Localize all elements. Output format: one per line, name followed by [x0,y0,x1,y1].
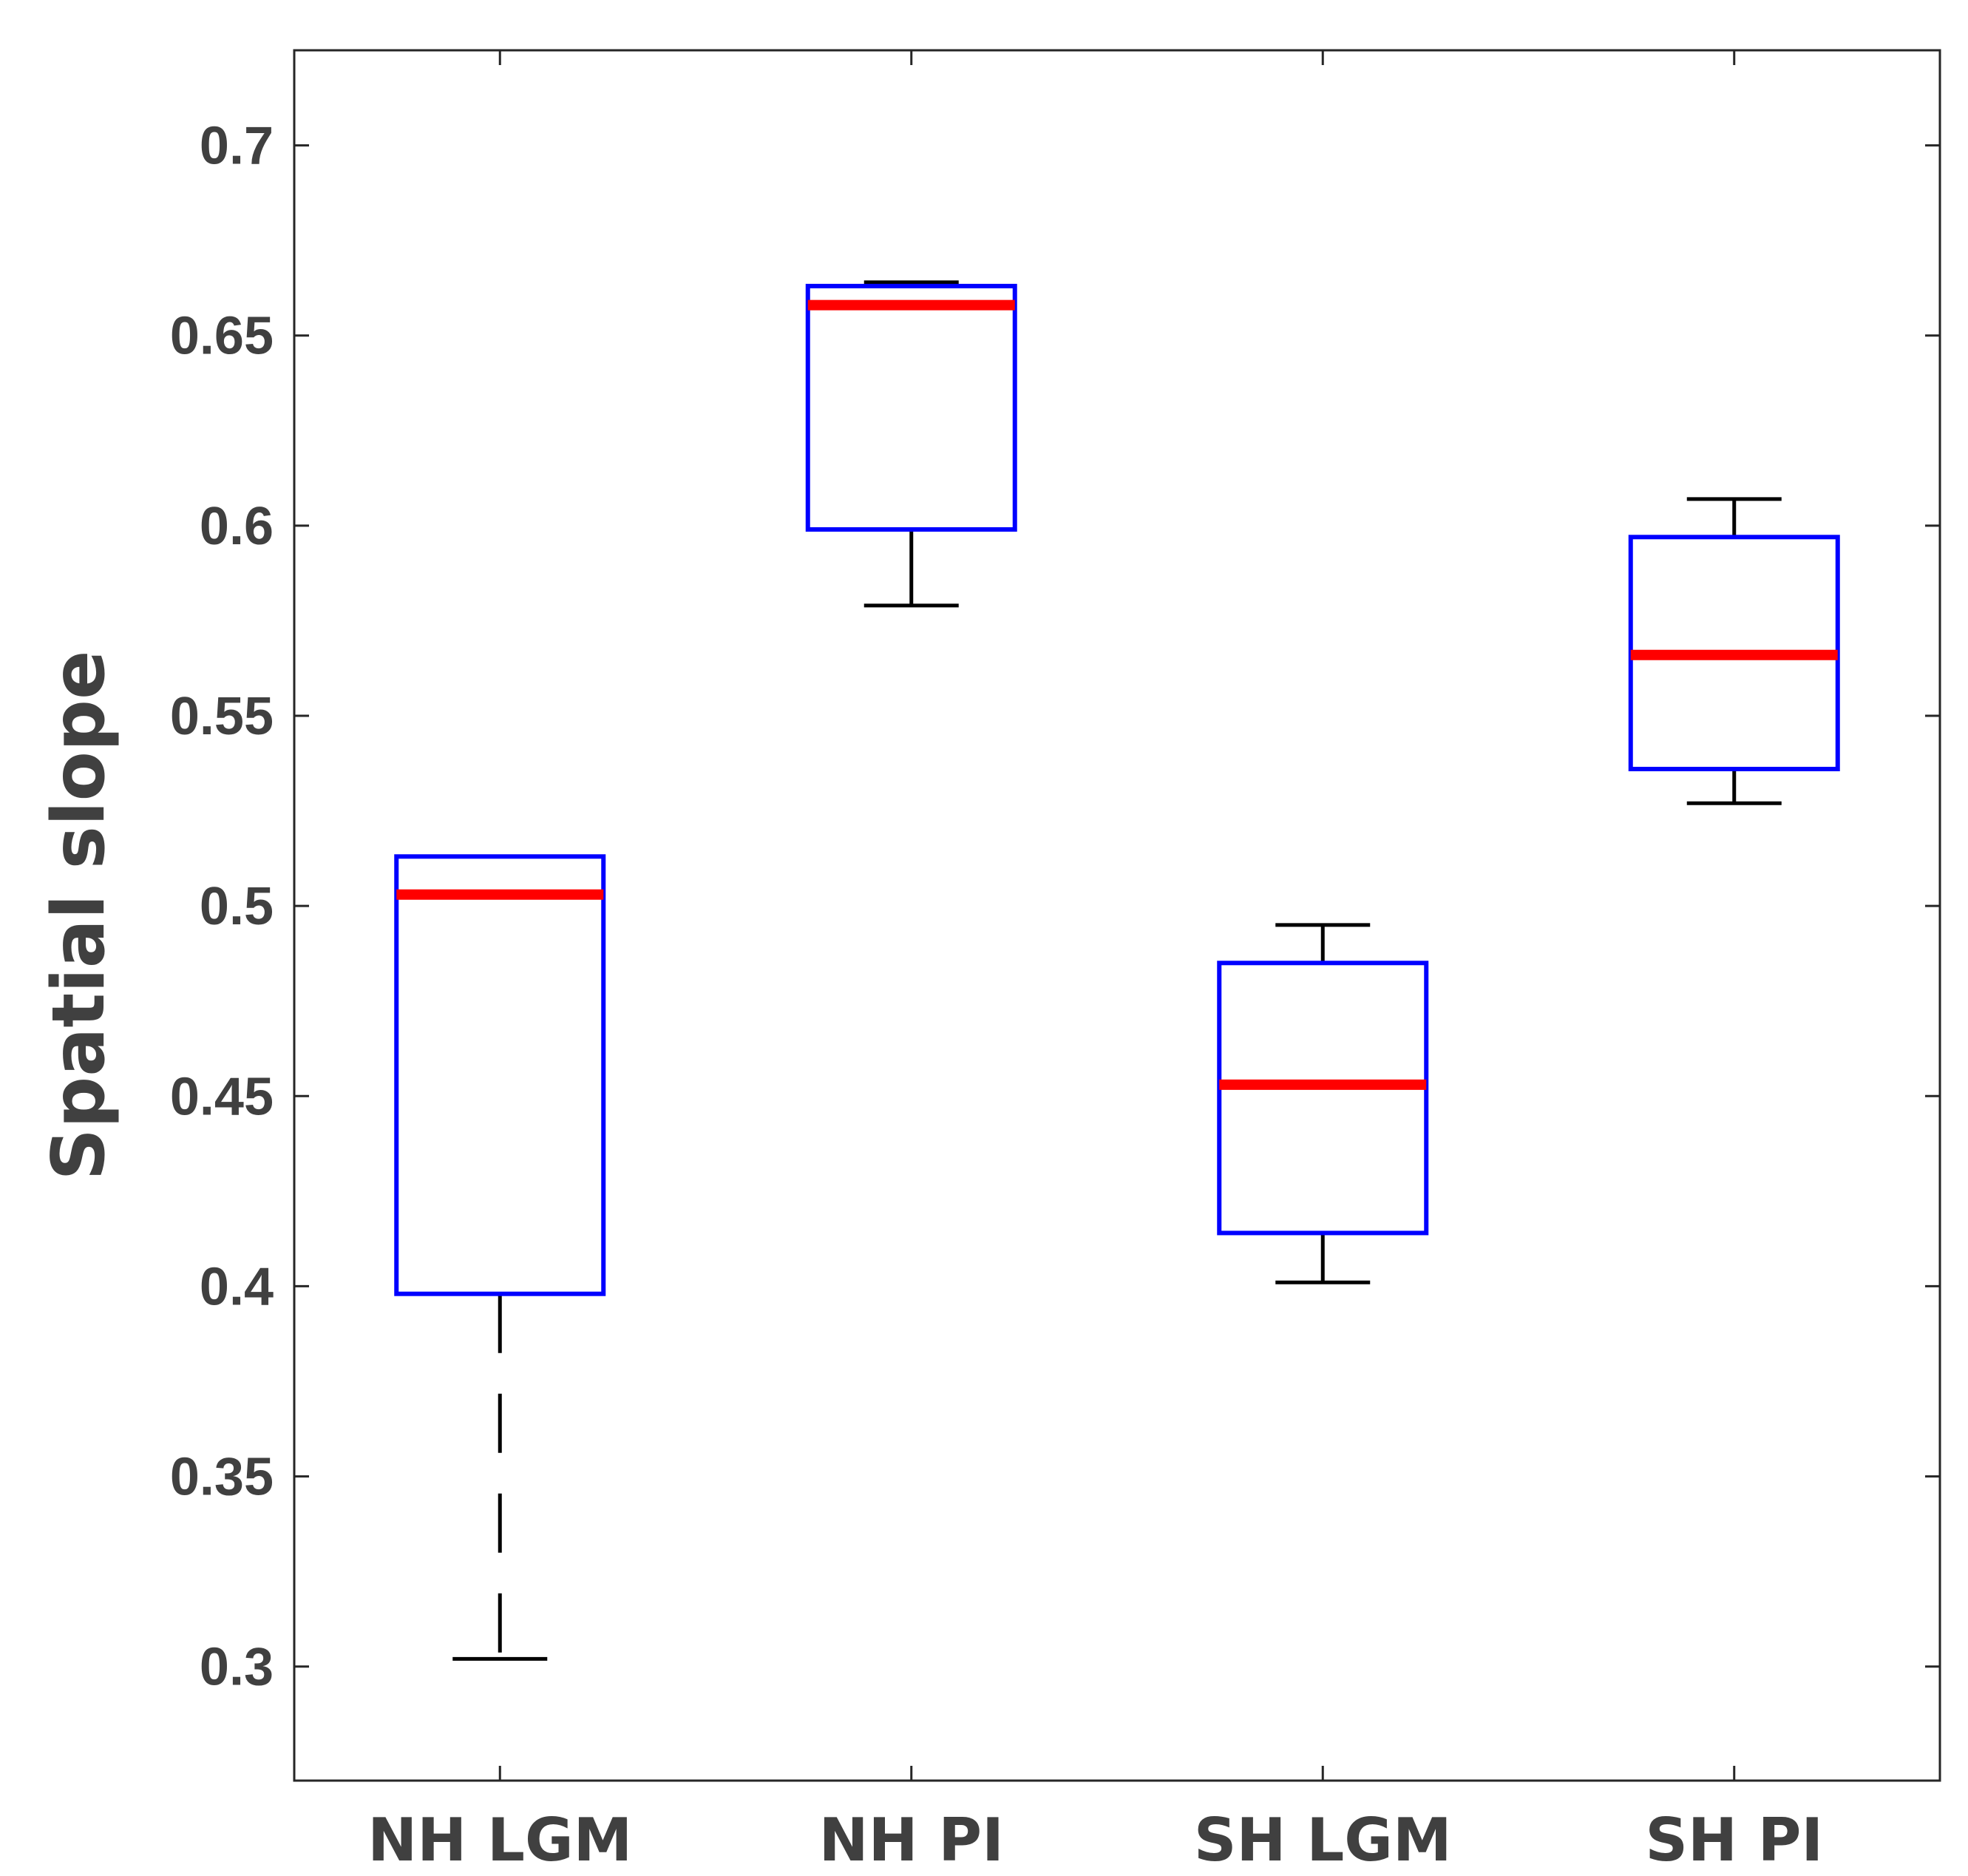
y-tick-label: 0.4 [200,1257,274,1316]
y-axis-title: Spatial slope [37,650,121,1180]
y-tick-label: 0.45 [170,1067,274,1126]
x-tick-label: SH LGM [1194,1806,1452,1875]
boxes-group [394,280,1840,1661]
x-tick-label: SH PI [1645,1806,1823,1875]
y-axis: 0.3 0.35 0.4 0.45 0.5 0.55 0.6 0.65 0.7 [170,117,1940,1697]
plot-area [293,49,1941,1782]
iqr-box [1217,961,1429,1236]
y-tick-label: 0.5 [200,877,274,936]
box-sh-lgm [1217,923,1429,1284]
x-tick-label: NH LGM [367,1806,632,1875]
iqr-box [805,283,1017,532]
iqr-box [394,854,606,1296]
x-axis: NH LGM NH PI SH LGM SH PI [367,50,1823,1875]
y-tick-label: 0.6 [200,497,274,556]
box-sh-pi [1628,497,1840,805]
y-tick-label: 0.65 [170,307,274,366]
box-nh-pi [805,280,1017,608]
y-tick-label: 0.35 [170,1448,274,1507]
box-nh-lgm [394,854,606,1661]
y-tick-label: 0.55 [170,687,274,746]
y-tick-label: 0.3 [200,1638,274,1697]
x-tick-label: NH PI [819,1806,1004,1875]
y-tick-label: 0.7 [200,117,274,176]
